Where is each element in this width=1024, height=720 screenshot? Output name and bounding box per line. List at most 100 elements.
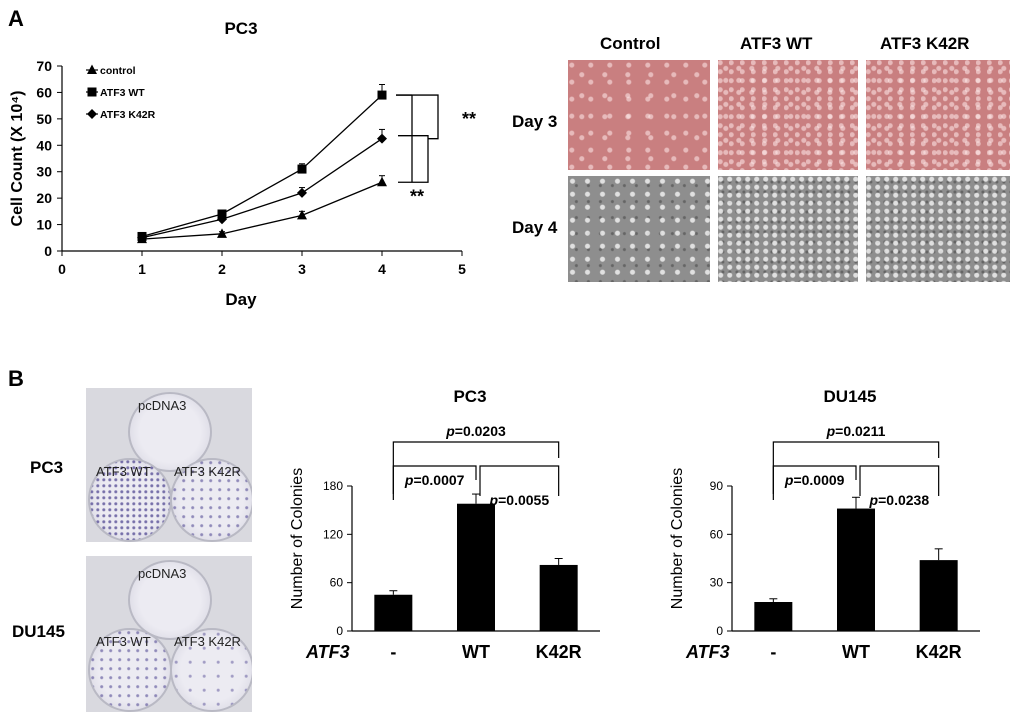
pvalue-label-pc3-0: p=0.0203: [445, 423, 506, 439]
significance-stars-upper: **: [462, 109, 476, 129]
data-point-atf3-k42r: [137, 232, 147, 243]
pvalue-label-pc3-1: p=0.0007: [404, 472, 465, 488]
significance-stars-lower: **: [410, 186, 424, 206]
dish-label-pcdna3-pc3: pcDNA3: [138, 398, 187, 413]
panel-letter-b: B: [8, 366, 24, 391]
bar-chart-title-pc3: PC3: [453, 387, 486, 406]
bar-category-label-du145-2: K42R: [916, 642, 962, 662]
dish-atf3-wt-pc3: [88, 458, 172, 542]
line-series-atf3-wt: [141, 94, 383, 238]
bar-chart-pc3: PC3 0 60 120 180 Number of Colonies - WT K42R ATF…: [289, 387, 600, 662]
dish-label-atf3-k42r-du145: ATF3 K42R: [174, 634, 241, 649]
bar-category-label-pc3-1: WT: [462, 642, 490, 662]
bar-chart-du145: DU145 0 30 60 90 Number of Colonies - WT K42R ATF…: [669, 387, 980, 662]
photo-col-label-control: Control: [600, 34, 661, 53]
bar-chart-title-du145: DU145: [824, 387, 877, 406]
dish-atf3-k42r-pc3: [170, 458, 252, 542]
dish-pcdna3-pc3: [128, 392, 212, 472]
pvalue-label-du145-2: p=0.0238: [869, 492, 930, 508]
line-chart-x-label: Day: [225, 290, 257, 309]
bar-category-label-du145-0: -: [770, 642, 776, 662]
bar-du145-1: [837, 508, 875, 631]
line-chart-y-tick-label: 50: [36, 111, 52, 127]
line-chart-x-tick-label: 4: [378, 261, 386, 277]
data-point-atf3-k42r: [377, 133, 387, 144]
bar-y-tick-label-du145: 0: [716, 624, 723, 638]
line-chart-y-tick-label: 10: [36, 217, 52, 233]
bar-y-tick-label-du145: 90: [710, 479, 724, 493]
bar-pc3-1: [457, 503, 495, 631]
line-chart-y-tick-label: 30: [36, 164, 52, 180]
line-chart-x-tick-label: 5: [458, 261, 466, 277]
data-point-atf3-wt: [297, 164, 307, 174]
micrograph-control-day4: [568, 176, 710, 282]
data-point-control: [297, 209, 307, 220]
sig-bracket-wt-k42r: [396, 94, 439, 140]
line-chart-y-label: Cell Count (X 10⁴): [9, 91, 26, 227]
line-chart-x-tick-label: 3: [298, 261, 306, 277]
colony-dish-photo-du145: pcDNA3 ATF3 WT ATF3 K42R: [86, 556, 252, 712]
sig-bracket-k42r-control: [398, 135, 429, 183]
data-point-control: [217, 228, 227, 238]
bar-y-tick-label-du145: 30: [710, 576, 724, 590]
photo-col-label-atf3-k42r: ATF3 K42R: [880, 34, 970, 53]
bar-condition-label-pc3: ATF3: [305, 642, 350, 662]
dish-label-atf3-wt-du145: ATF3 WT: [96, 634, 151, 649]
bar-y-tick-label-pc3: 180: [323, 479, 343, 493]
legend-marker-atf3-wt: [87, 87, 97, 97]
pvalue-bracket-pc3-2: [479, 465, 560, 496]
line-chart-y-tick-label: 70: [36, 58, 52, 74]
bar-category-label-du145-1: WT: [842, 642, 870, 662]
bar-y-label-du145: Number of Colonies: [669, 468, 686, 609]
line-chart: PC3 0 10 20 30 40 50 60 70 0 1 2 3 4 5 Day Cell Count (X…: [9, 19, 476, 309]
pvalue-bracket-du145-2: [859, 465, 940, 496]
data-point-atf3-wt: [217, 209, 227, 219]
dish-label-pcdna3-du145: pcDNA3: [138, 566, 187, 581]
photo-row-label-day3: Day 3: [512, 112, 558, 131]
legend-label-atf3-wt: ATF3 WT: [100, 87, 145, 99]
line-chart-y-tick-label: 20: [36, 190, 52, 206]
bar-y-tick-label-pc3: 60: [330, 576, 344, 590]
pvalue-bracket-du145-1: [772, 465, 857, 494]
legend-label-control: control: [100, 65, 136, 77]
bar-y-label-pc3: Number of Colonies: [289, 468, 306, 609]
data-point-atf3-k42r: [217, 214, 227, 225]
dish-atf3-k42r-du145: [170, 628, 252, 712]
bar-y-tick-label-du145: 60: [710, 527, 724, 541]
colony-dish-photo-pc3: pcDNA3 ATF3 WT ATF3 K42R: [86, 388, 252, 542]
panel-letter-a: A: [8, 6, 24, 31]
line-series-control: [141, 181, 383, 240]
line-chart-y-tick-label: 0: [44, 243, 52, 259]
pvalue-label-du145-0: p=0.0211: [826, 423, 886, 439]
dish-atf3-wt-du145: [88, 628, 172, 712]
line-chart-y-tick-label: 40: [36, 137, 52, 153]
pvalue-label-pc3-2: p=0.0055: [489, 492, 550, 508]
photo-col-label-atf3-wt: ATF3 WT: [740, 34, 813, 53]
data-point-control: [377, 176, 387, 187]
legend-marker-control: [87, 64, 97, 74]
bar-condition-label-du145: ATF3: [685, 642, 730, 662]
micrograph-atf3-wt-day4: [718, 176, 858, 282]
legend-marker-atf3-k42r: [87, 109, 97, 119]
line-chart-y-tick-label: 60: [36, 84, 52, 100]
dish-pcdna3-du145: [128, 560, 212, 640]
micrograph-atf3-k42r-day4: [866, 176, 1010, 282]
pvalue-bracket-pc3-1: [392, 465, 477, 494]
photo-row-label-day4: Day 4: [512, 218, 558, 237]
dish-row-label-du145: DU145: [12, 622, 65, 641]
dish-row-label-pc3: PC3: [30, 458, 64, 477]
bar-pc3-2: [539, 564, 578, 631]
bar-category-label-pc3-0: -: [390, 642, 396, 662]
micrograph-atf3-wt-day3: [718, 60, 858, 170]
line-chart-x-tick-label: 1: [138, 261, 146, 277]
bar-pc3-0: [374, 594, 413, 631]
data-point-atf3-k42r: [297, 187, 307, 198]
legend-label-atf3-k42r: ATF3 K42R: [100, 109, 156, 121]
bar-y-tick-label-pc3: 120: [323, 527, 343, 541]
dish-label-atf3-wt-pc3: ATF3 WT: [96, 464, 151, 479]
micrograph-atf3-k42r-day3: [866, 60, 1010, 170]
line-series-atf3-k42r: [141, 138, 383, 239]
bar-y-tick-label-pc3: 0: [336, 624, 343, 638]
pvalue-label-du145-1: p=0.0009: [784, 472, 845, 488]
line-chart-x-tick-label: 2: [218, 261, 226, 277]
